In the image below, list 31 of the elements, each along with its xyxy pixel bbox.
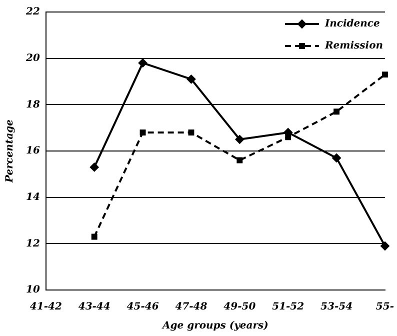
point (90, 162, 99, 172)
legend-label: Remission (324, 40, 384, 52)
y-tick-label: 22 (24, 6, 40, 18)
x-tick-label: 49-50 (224, 302, 256, 313)
point (332, 153, 342, 162)
y-tick-label: 12 (26, 238, 40, 250)
y-tick-label: 20 (24, 52, 40, 64)
y-tick-label: 18 (26, 99, 40, 110)
y-tick-label: 14 (26, 192, 40, 203)
x-tick-label: 41-42 (30, 302, 62, 313)
point (91, 234, 98, 240)
x-tick-label: 43-44 (78, 302, 110, 313)
x-tick-label: 47-48 (175, 302, 208, 313)
point (138, 58, 148, 68)
x-tick-label: 51-52 (272, 302, 304, 313)
y-tick-label: 16 (26, 146, 40, 157)
point (188, 129, 194, 136)
x-tick-label: 45-46 (126, 302, 159, 313)
x-tick-label: 53-54 (320, 302, 353, 313)
point (140, 129, 146, 136)
x-axis-title: Age groups (years) (161, 320, 269, 332)
y-tick-label: 10 (26, 284, 40, 296)
y-axis-title: Percentage (4, 119, 16, 184)
point (186, 74, 196, 84)
legend-label: Incidence (324, 18, 380, 30)
point (380, 241, 390, 250)
point (382, 72, 388, 78)
point (334, 108, 340, 115)
x-tick-label: 55- (376, 302, 394, 313)
point (235, 134, 244, 144)
point (236, 157, 243, 164)
